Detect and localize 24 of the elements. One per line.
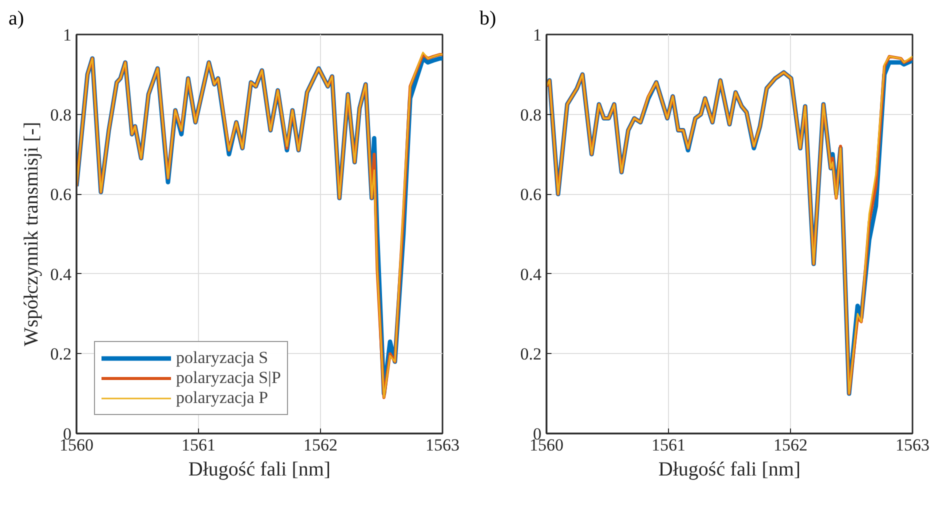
x-tick-label: 1563: [426, 436, 460, 454]
y-tick-label: 1: [533, 26, 542, 44]
y-axis-title: Współczynnik transmisji [-]: [20, 122, 42, 346]
x-axis-title: Długość fali [nm]: [188, 458, 331, 480]
y-tick-label: 0.8: [50, 105, 72, 124]
y-tick-label: 0.6: [520, 185, 542, 204]
x-tick-label: 1561: [182, 436, 216, 454]
x-tick-label: 1562: [774, 436, 808, 454]
y-tick-label: 0.8: [520, 105, 542, 124]
x-tick-label: 1562: [304, 436, 338, 454]
y-tick-label: 1: [63, 26, 72, 44]
legend-label: polaryzacja P: [176, 388, 268, 408]
x-tick-label: 1561: [652, 436, 686, 454]
y-tick-label: 0.4: [520, 264, 542, 284]
legend-label: polaryzacja S: [176, 348, 268, 368]
legend-label: polaryzacja S|P: [176, 368, 281, 388]
x-tick-label: 1563: [896, 436, 930, 454]
x-axis-title: Długość fali [nm]: [658, 458, 801, 480]
y-tick-label: 0.6: [50, 185, 72, 204]
text: a): [8, 8, 24, 30]
text: b): [480, 8, 496, 30]
y-tick-label: 0.2: [50, 344, 72, 364]
y-tick-label: 0.2: [520, 344, 542, 364]
y-tick-label: 0.4: [50, 264, 72, 284]
